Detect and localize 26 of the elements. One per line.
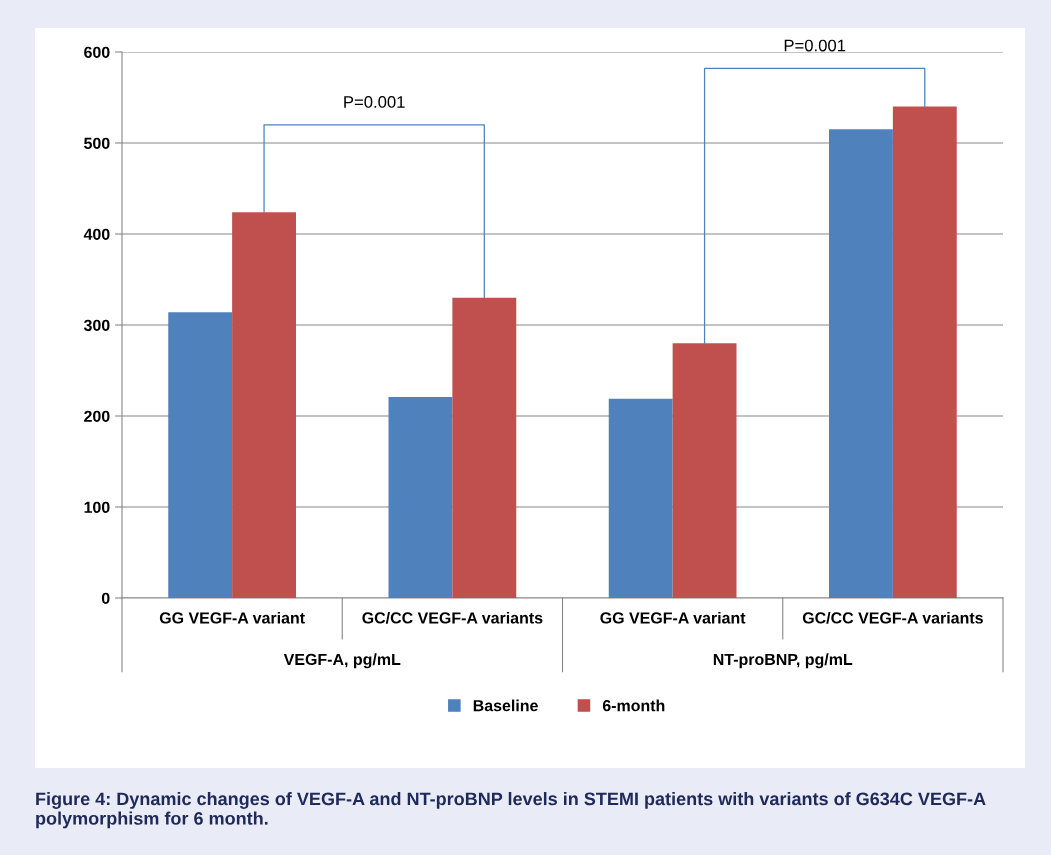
bar: [388, 396, 453, 598]
annotation: P=0.001: [344, 96, 405, 108]
y-tick-label: 600: [84, 46, 110, 58]
bar: [892, 106, 957, 598]
x-tick-label: GC/CC VEGF-A variants: [802, 611, 983, 624]
text: Figure 4: Dynamic changes of VEGF-A and NT-proBNP levels in STEMI patients with variants of G634C VEGF-A polymorphism for 6 month.: [36, 792, 986, 829]
bar: [232, 212, 296, 598]
x-tick-label: GG VEGF-A variant: [159, 611, 305, 624]
text: P=0.001: [784, 39, 846, 52]
y-tick-label: 200: [84, 410, 110, 422]
bar: [608, 398, 673, 598]
bar: [452, 297, 517, 598]
y-tick-label: 100: [84, 501, 110, 513]
y-tick-label: 0: [101, 592, 110, 604]
y-tick-label: 500: [84, 137, 110, 149]
text: NT-proBNP, pg/mL: [713, 653, 853, 669]
bar: [168, 312, 233, 598]
x-tick-label: GG VEGF-A variant: [600, 611, 746, 624]
legend-label: 6-month: [602, 699, 665, 712]
bar: [672, 343, 737, 598]
y-tick-label: 300: [83, 319, 110, 331]
bar: [829, 129, 893, 598]
y-tick-label: 400: [83, 228, 110, 240]
text: VEGF-A, pg/mL: [283, 653, 401, 669]
x-tick-label: GC/CC VEGF-A variants: [362, 611, 543, 624]
legend-label: Baseline: [473, 699, 538, 712]
